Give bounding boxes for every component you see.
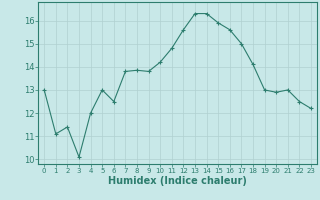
X-axis label: Humidex (Indice chaleur): Humidex (Indice chaleur) (108, 176, 247, 186)
